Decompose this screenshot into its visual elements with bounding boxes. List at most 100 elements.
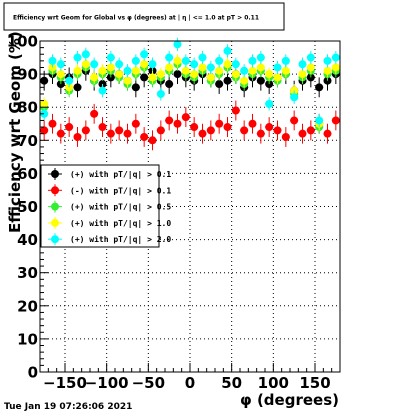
legend-entry: (+) with pT/|q| > 0.1 xyxy=(48,168,171,180)
data-point xyxy=(323,129,332,138)
data-point xyxy=(115,70,124,79)
y-tick-label: 10 xyxy=(17,330,38,348)
data-point xyxy=(240,76,249,85)
y-tick-label: 0 xyxy=(28,364,38,382)
data-point xyxy=(173,119,182,128)
data-point xyxy=(315,116,324,125)
data-point xyxy=(81,50,90,59)
data-points xyxy=(40,37,340,151)
data-point xyxy=(315,83,324,92)
data-point xyxy=(206,73,215,82)
x-tick-label: 50 xyxy=(221,374,242,392)
data-point xyxy=(215,66,224,75)
x-tick-label: −150 xyxy=(43,374,87,392)
data-point xyxy=(156,126,165,135)
data-point xyxy=(256,129,265,138)
data-point xyxy=(140,60,149,69)
data-point xyxy=(256,53,265,62)
data-point xyxy=(81,126,90,135)
chart-title: Efficiency wrt Geom for Global vs φ (deg… xyxy=(13,15,259,22)
data-point xyxy=(331,63,340,72)
y-tick-label: 90 xyxy=(17,66,38,84)
data-point xyxy=(73,83,82,92)
x-axis-label: φ (degrees) xyxy=(240,391,339,409)
x-tick-label: −100 xyxy=(85,374,129,392)
legend-label: (-) with pT/|q| > 0.1 xyxy=(70,185,171,195)
data-point xyxy=(323,56,332,65)
legend-marker xyxy=(51,218,59,227)
data-point xyxy=(148,60,157,69)
data-point xyxy=(198,63,207,72)
data-point xyxy=(240,66,249,75)
data-point xyxy=(223,60,232,69)
data-point xyxy=(90,109,99,118)
data-point xyxy=(131,83,140,92)
data-point xyxy=(56,70,65,79)
data-point xyxy=(173,70,182,79)
data-point xyxy=(181,66,190,75)
y-tick-label: 50 xyxy=(17,198,38,216)
x-tick-label: 100 xyxy=(258,374,289,392)
x-tick-label: 150 xyxy=(299,374,330,392)
data-point xyxy=(190,60,199,69)
legend-box xyxy=(40,164,160,248)
y-tick-labels: 0 10 20 30 40 50 60 70 80 90 100 xyxy=(7,33,38,382)
data-point xyxy=(190,123,199,132)
data-point xyxy=(298,129,307,138)
data-point xyxy=(298,60,307,69)
data-point xyxy=(290,116,299,125)
y-tick-label: 30 xyxy=(17,264,38,282)
data-point xyxy=(215,119,224,128)
data-point xyxy=(248,119,257,128)
data-point xyxy=(256,63,265,72)
data-point xyxy=(106,63,115,72)
series-1 xyxy=(40,100,340,151)
data-point xyxy=(65,76,74,85)
y-tick-label: 20 xyxy=(17,297,38,315)
data-point xyxy=(273,126,282,135)
data-point xyxy=(131,66,140,75)
legend-marker xyxy=(51,170,59,178)
data-point xyxy=(165,53,174,62)
data-point xyxy=(73,66,82,75)
data-point xyxy=(140,73,149,82)
data-point xyxy=(73,53,82,62)
legend-entry: (+) with pT/|q| > 1.0 xyxy=(48,216,171,229)
data-point xyxy=(331,116,340,125)
data-point xyxy=(165,63,174,72)
data-point xyxy=(298,70,307,79)
data-point xyxy=(198,129,207,138)
data-point xyxy=(106,129,115,138)
legend-label: (+) with pT/|q| > 2.0 xyxy=(70,234,171,244)
legend-label: (+) with pT/|q| > 0.1 xyxy=(70,169,171,179)
data-point xyxy=(181,56,190,65)
data-point xyxy=(65,123,74,132)
data-point xyxy=(90,73,99,82)
data-point xyxy=(265,70,274,79)
data-point xyxy=(156,70,165,79)
data-point xyxy=(165,80,174,89)
data-point xyxy=(156,89,165,98)
legend-label: (+) with pT/|q| > 1.0 xyxy=(70,218,171,228)
data-point xyxy=(148,136,157,145)
y-tick-label: 80 xyxy=(17,99,38,117)
legend-marker xyxy=(51,235,59,244)
title-box xyxy=(3,2,285,31)
y-tick-label: 100 xyxy=(7,33,38,51)
data-point xyxy=(131,56,140,65)
data-point xyxy=(206,63,215,72)
data-point xyxy=(306,126,315,135)
legend: (+) with pT/|q| > 0.1 (-) with pT/|q| > 0… xyxy=(48,168,171,246)
data-point xyxy=(273,73,282,82)
data-point xyxy=(248,56,257,65)
data-point xyxy=(181,113,190,122)
x-tick-labels: −150−100 −50 0 50 100 150 xyxy=(43,374,331,392)
data-point xyxy=(215,80,224,89)
data-point xyxy=(306,53,315,62)
legend-marker xyxy=(51,202,59,211)
data-point xyxy=(331,53,340,62)
data-point xyxy=(48,119,57,128)
y-axis-label: Efficiency wrt Geom (%) xyxy=(6,31,24,233)
data-point xyxy=(98,123,107,132)
